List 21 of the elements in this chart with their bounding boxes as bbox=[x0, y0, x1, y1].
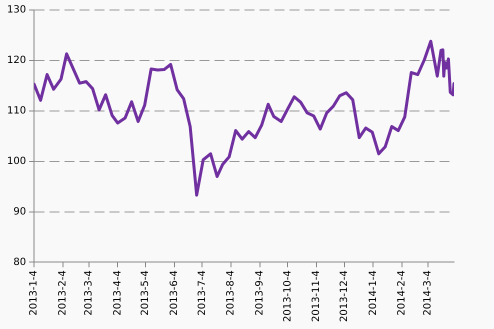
x-tick-label: 2013-7-4 bbox=[196, 270, 208, 316]
y-tick-label: 100 bbox=[6, 156, 26, 167]
y-tick-label: 110 bbox=[6, 105, 26, 116]
y-tick-label: 130 bbox=[6, 4, 26, 16]
x-tick-label: 2013-8-4 bbox=[226, 270, 237, 316]
y-tick-label: 120 bbox=[6, 55, 26, 66]
x-tick-label: 2013-1-4 bbox=[28, 270, 40, 316]
y-tick-label: 80 bbox=[13, 256, 26, 268]
x-tick-label: 2013-2-4 bbox=[57, 270, 68, 316]
x-tick-label: 2013-4-4 bbox=[112, 270, 124, 316]
x-tick-label: 2013-9-4 bbox=[254, 270, 266, 316]
x-tick-label: 2014-2-4 bbox=[396, 270, 408, 316]
x-tick-label: 2013-3-4 bbox=[83, 270, 94, 316]
x-tick-label: 2014-1-4 bbox=[368, 270, 379, 316]
x-tick-label: 2014-3-4 bbox=[422, 270, 434, 316]
x-tick-label: 2013-10-4 bbox=[282, 270, 294, 322]
y-tick-label: 90 bbox=[13, 206, 26, 218]
x-tick-label: 2013-5-4 bbox=[140, 270, 152, 316]
x-tick-label: 2013-12-4 bbox=[338, 270, 350, 322]
x-tick-label: 2013-11-4 bbox=[311, 270, 322, 322]
x-tick-label: 2013-6-4 bbox=[168, 270, 180, 316]
